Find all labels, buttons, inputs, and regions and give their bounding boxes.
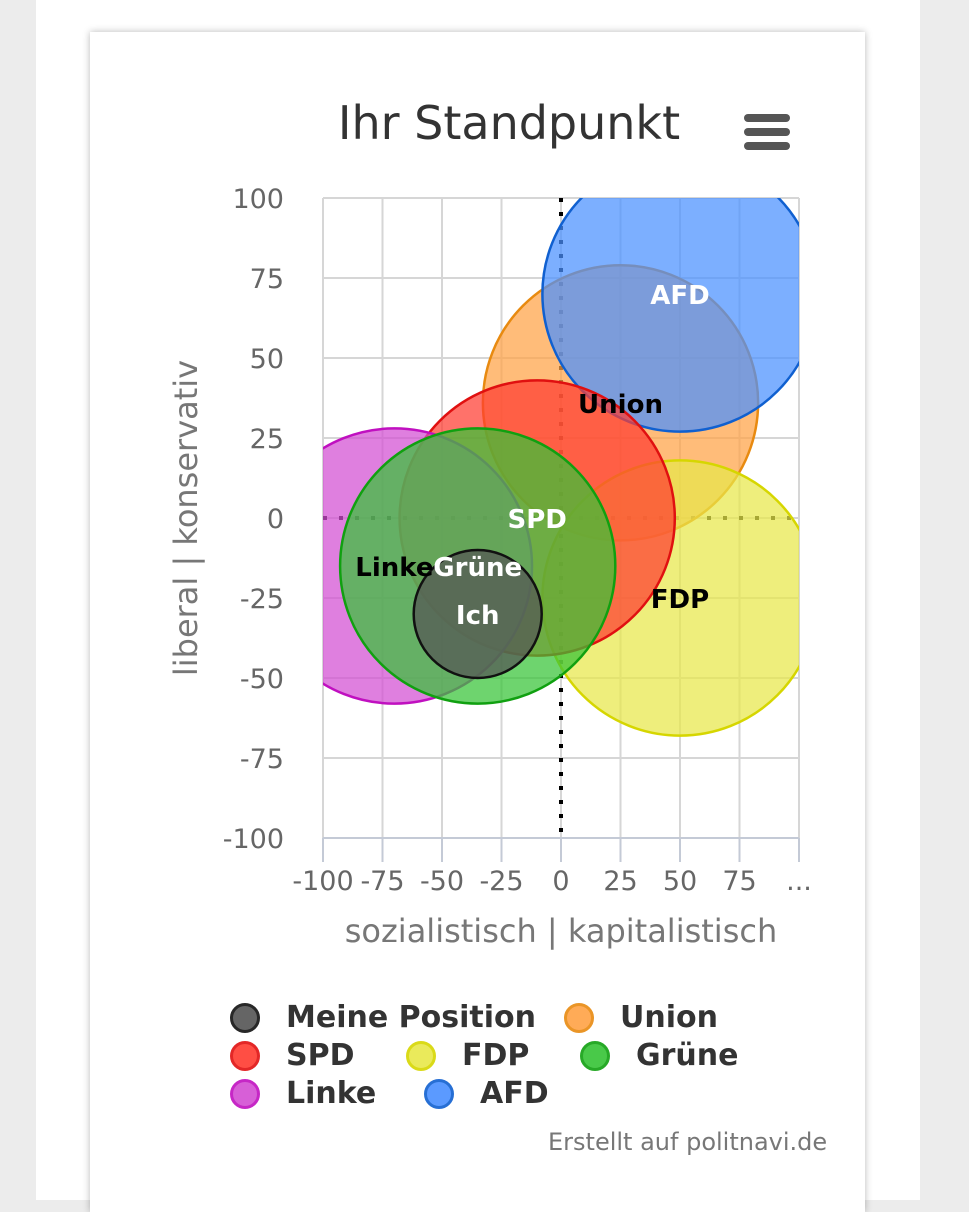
bubble-label-afd: AFD: [650, 281, 709, 311]
legend-item-spd[interactable]: SPD: [230, 1038, 355, 1073]
legend-item-afd[interactable]: AFD: [424, 1076, 549, 1111]
bubble-label-fdp: FDP: [651, 585, 709, 615]
x-tick-label: -100: [292, 866, 353, 897]
legend-item-meine-position[interactable]: Meine Position: [230, 1000, 536, 1035]
legend-item-fdp[interactable]: FDP: [406, 1038, 529, 1073]
credits-link[interactable]: Erstellt auf politnavi.de: [548, 1128, 828, 1156]
legend-marker-afd: [424, 1078, 454, 1109]
legend-marker-linke: [230, 1078, 260, 1109]
chart-title: Ihr Standpunkt: [337, 96, 681, 150]
y-axis-title: liberal | konservativ: [167, 360, 205, 676]
bubble-label-gruene: Grüne: [433, 553, 522, 583]
x-tick-label: -25: [479, 866, 523, 897]
legend-label-fdp: FDP: [462, 1038, 530, 1073]
legend-marker-fdp: [406, 1040, 436, 1071]
y-tick-label: 50: [250, 344, 284, 375]
legend-label-linke: Linke: [286, 1076, 377, 1111]
y-tick-label: -25: [240, 584, 284, 615]
bubble-label-spd: SPD: [508, 505, 567, 535]
y-tick-label: -100: [223, 824, 284, 855]
x-tick-label: -75: [360, 866, 404, 897]
x-tick-label: -50: [420, 866, 464, 897]
y-tick-label: -50: [240, 664, 284, 695]
x-tick-label: 0: [552, 866, 569, 897]
legend-marker-union: [564, 1002, 594, 1033]
legend-item-linke[interactable]: Linke: [230, 1076, 376, 1111]
bubble-label-union: Union: [578, 390, 663, 420]
x-tick-label: 25: [603, 866, 637, 897]
x-axis-title: sozialistisch | kapitalistisch: [345, 912, 777, 950]
y-tick-label: 75: [250, 264, 284, 295]
y-tick-label: 25: [250, 424, 284, 455]
hamburger-menu-icon[interactable]: [740, 110, 794, 154]
legend-item-union[interactable]: Union: [564, 1000, 718, 1035]
legend-marker-gruene: [580, 1040, 610, 1071]
y-tick-label: 100: [232, 184, 284, 215]
legend-label-union: Union: [620, 1000, 718, 1035]
legend-marker-meine-position: [230, 1002, 260, 1033]
legend-label-spd: SPD: [286, 1038, 355, 1073]
y-tick-label: 0: [267, 504, 284, 535]
legend-label-meine-position: Meine Position: [286, 1000, 536, 1035]
bubble-meine-position[interactable]: [412, 548, 543, 680]
bubble-afd[interactable]: [541, 156, 817, 433]
y-tick-label: -75: [240, 744, 284, 775]
bubble-label-meine-position: Ich: [456, 601, 500, 631]
legend-label-gruene: Grüne: [636, 1038, 739, 1073]
x-tick-label: 50: [663, 866, 697, 897]
legend-label-afd: AFD: [480, 1076, 549, 1111]
x-tick-label: 75: [722, 866, 756, 897]
legend-item-gruene[interactable]: Grüne: [580, 1038, 738, 1073]
x-tick-label: ...: [786, 866, 812, 897]
bubble-label-linke: Linke: [355, 553, 433, 583]
legend-marker-spd: [230, 1040, 260, 1071]
